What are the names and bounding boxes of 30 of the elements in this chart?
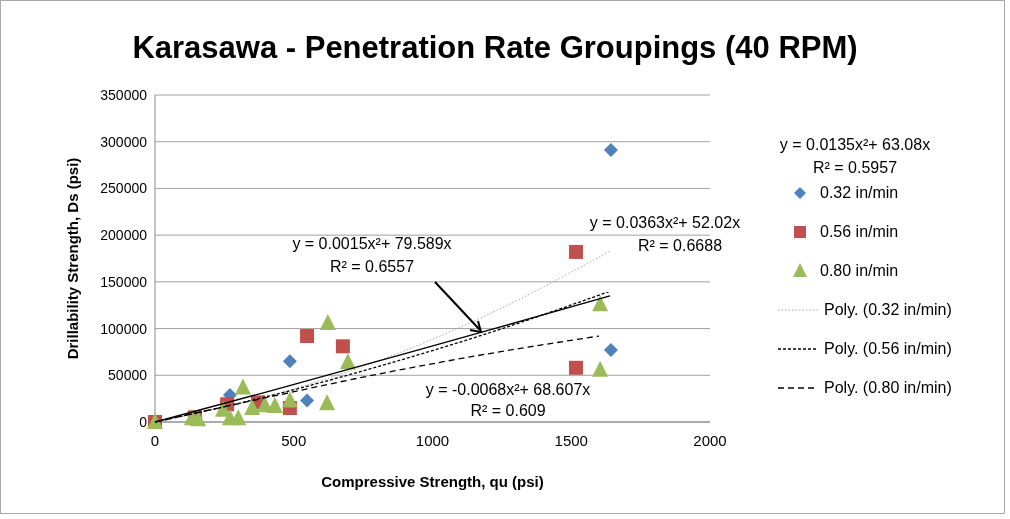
- y-axis-title: Drillability Strength, Ds (psi): [64, 157, 81, 360]
- annotation: y = 0.0015x²+ 79.589x: [292, 235, 452, 252]
- x-tick-label: 2000: [693, 432, 727, 449]
- y-tick-label: 100000: [100, 320, 148, 337]
- y-tick-label: 350000: [100, 87, 148, 103]
- x-tick-label: 500: [281, 432, 307, 449]
- text: R² = 0.5957: [812, 159, 898, 176]
- legend-label: Poly. (0.80 in/min): [824, 379, 952, 396]
- x-tick-label: 0: [150, 432, 160, 449]
- annotation: R² = 0.609: [470, 402, 546, 419]
- legend-label: 0.80 in/min: [820, 262, 899, 279]
- x-axis-title: Compressive Strength, qu (psi): [321, 473, 544, 490]
- legend-label: 0.32 in/min: [820, 184, 899, 201]
- y-tick-label: 200000: [100, 227, 148, 244]
- chart-title: Karasawa - Penetration Rate Groupings (40 RPM): [132, 30, 858, 65]
- legend-label: Poly. (0.56 in/min): [824, 340, 952, 357]
- y-tick-label: 250000: [100, 180, 148, 197]
- legend-label: 0.56 in/min: [820, 223, 899, 240]
- annotation: y = -0.0068x²+ 68.607x: [425, 381, 591, 398]
- annotation: R² = 0.6688: [637, 237, 723, 254]
- y-tick-label: 300000: [100, 133, 148, 150]
- legend-label: Poly. (0.32 in/min): [824, 301, 952, 318]
- y-tick-label: 150000: [100, 273, 148, 290]
- x-tick-label: 1000: [415, 432, 450, 449]
- x-tick-label: 1500: [554, 432, 588, 449]
- text: y = 0.0135x²+ 63.08x: [779, 136, 931, 153]
- y-tick-label: 50000: [108, 367, 148, 384]
- annotation: y = 0.0363x²+ 52.02x: [589, 214, 741, 231]
- y-tick-label: 0: [139, 414, 148, 430]
- annotation: R² = 0.6557: [329, 258, 415, 275]
